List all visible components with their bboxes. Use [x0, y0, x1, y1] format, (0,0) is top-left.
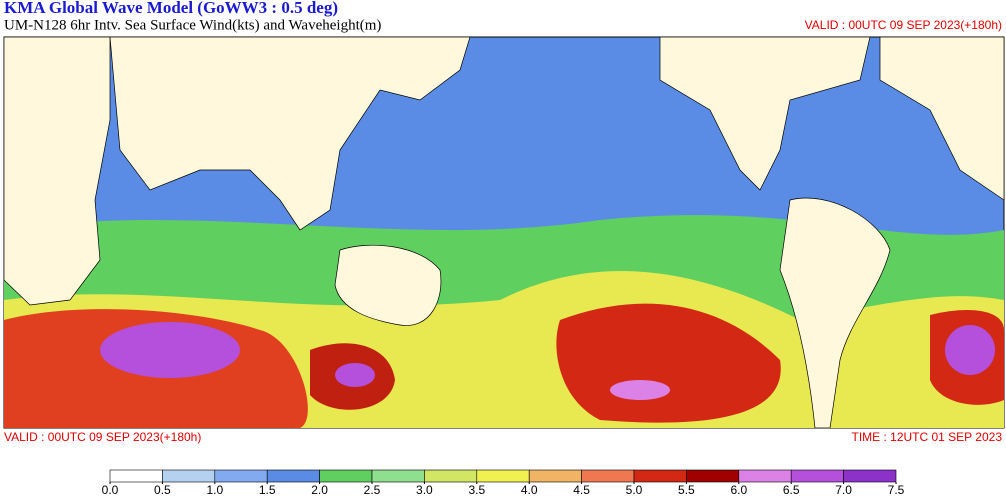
colorbar-label: 1.0	[206, 483, 223, 496]
colorbar-box	[581, 469, 635, 483]
colorbar-label: 4.0	[521, 483, 538, 496]
colorbar-label: 5.5	[678, 483, 695, 496]
colorbar-label: 4.5	[573, 483, 590, 496]
colorbar-label: 7.0	[835, 483, 852, 496]
colorbar-label: 3.0	[416, 483, 433, 496]
colorbar-box	[319, 469, 373, 483]
colorbar-box	[424, 469, 478, 483]
colorbar-box	[843, 469, 897, 483]
colorbar-box	[528, 469, 582, 483]
wave-zone	[945, 325, 995, 375]
map	[3, 36, 1005, 429]
colorbar-box	[162, 469, 216, 483]
land	[659, 36, 871, 191]
land	[3, 36, 111, 306]
wave-zone	[610, 380, 670, 400]
colorbar-box	[790, 469, 844, 483]
colorbar-box	[371, 469, 425, 483]
colorbar-box	[476, 469, 530, 483]
time: TIME : 12UTC 01 SEP 2023	[851, 430, 1002, 444]
colorbar-label: 2.5	[364, 483, 381, 496]
colorbar-box	[686, 469, 740, 483]
colorbar-label: 2.0	[311, 483, 328, 496]
colorbar-box	[738, 469, 792, 483]
title: KMA Global Wave Model (GoWW3 : 0.5 deg)	[4, 0, 338, 17]
colorbar-box	[633, 469, 687, 483]
subtitle: UM-N128 6hr Intv. Sea Surface Wind(kts) …	[4, 17, 381, 33]
land	[879, 36, 1005, 201]
colorbar-label: 3.5	[468, 483, 485, 496]
colorbar-label: 6.5	[783, 483, 800, 496]
wave-zone	[335, 363, 375, 387]
colorbar-label: 7.5	[888, 483, 905, 496]
colorbar-label: 0.0	[102, 483, 119, 496]
land	[334, 244, 442, 326]
colorbar-label: 6.0	[730, 483, 747, 496]
colorbar-label: 5.0	[626, 483, 643, 496]
colorbar-box	[214, 469, 268, 483]
valid-bottom: VALID : 00UTC 09 SEP 2023(+180h)	[4, 430, 201, 444]
colorbar-label: 1.5	[259, 483, 276, 496]
colorbar: 0.0 0.5 1.0 1.5 2.0 2.5 3.0 3.5 4.0 4.5 5.0 5.5 6.0 6…	[102, 469, 905, 496]
land	[779, 197, 891, 429]
valid-top: VALID : 00UTC 09 SEP 2023(+180h)	[805, 18, 1002, 32]
land	[109, 36, 471, 231]
colorbar-label: 0.5	[154, 483, 171, 496]
wave-zone	[100, 322, 240, 378]
colorbar-box	[266, 469, 320, 483]
colorbar-box	[109, 469, 163, 483]
